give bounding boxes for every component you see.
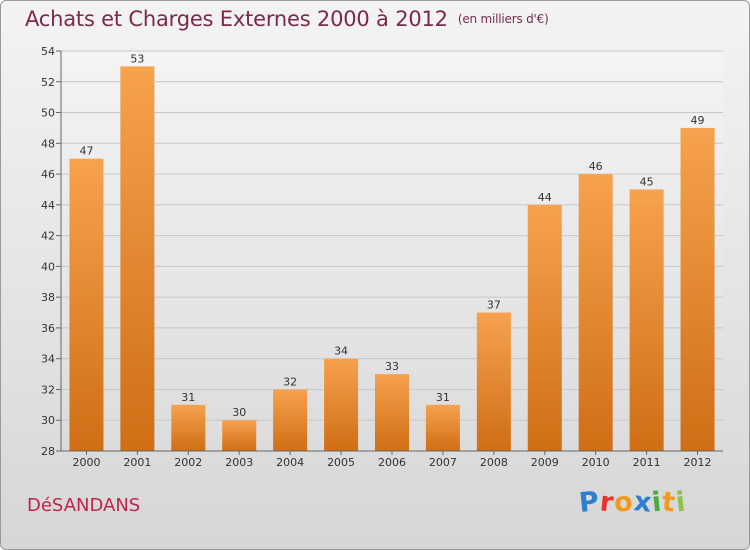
x-tick-label-2011: 2011 bbox=[633, 456, 661, 469]
y-tick-label: 50 bbox=[41, 107, 55, 120]
x-tick-label-2009: 2009 bbox=[531, 456, 559, 469]
bar-2009 bbox=[527, 204, 562, 451]
bar-2012 bbox=[680, 127, 715, 451]
x-tick-label-2004: 2004 bbox=[276, 456, 304, 469]
y-tick-label: 30 bbox=[41, 414, 55, 427]
y-tick-label: 48 bbox=[41, 137, 55, 150]
data-label-2008: 37 bbox=[487, 299, 501, 312]
proxiti-logo: Proxiti bbox=[577, 486, 689, 519]
x-tick-label-2001: 2001 bbox=[123, 456, 151, 469]
axes-group bbox=[56, 50, 723, 455]
bars-group bbox=[69, 66, 715, 452]
data-label-2011: 45 bbox=[640, 175, 654, 188]
data-label-2000: 47 bbox=[79, 145, 93, 158]
bar-2007 bbox=[425, 404, 460, 451]
data-label-2006: 33 bbox=[385, 360, 399, 373]
bar-2005 bbox=[324, 358, 359, 451]
x-tick-label-2003: 2003 bbox=[225, 456, 253, 469]
y-tick-label: 28 bbox=[41, 445, 55, 458]
y-tick-label: 36 bbox=[41, 322, 55, 335]
y-tick-label: 52 bbox=[41, 76, 55, 89]
bar-2002 bbox=[171, 404, 206, 451]
data-label-2003: 30 bbox=[232, 406, 246, 419]
bar-2004 bbox=[273, 389, 308, 451]
data-label-2007: 31 bbox=[436, 391, 450, 404]
x-tick-label-2000: 2000 bbox=[72, 456, 100, 469]
y-tick-label: 42 bbox=[41, 230, 55, 243]
data-label-2009: 44 bbox=[538, 191, 552, 204]
chart-title-text: Achats et Charges Externes 2000 à 2012 bbox=[25, 7, 448, 31]
y-tick-label: 54 bbox=[41, 45, 55, 58]
y-tick-label: 44 bbox=[41, 199, 55, 212]
y-tick-label: 46 bbox=[41, 168, 55, 181]
bar-2001 bbox=[120, 66, 155, 451]
y-tick-label: 34 bbox=[41, 353, 55, 366]
x-tick-label-2012: 2012 bbox=[684, 456, 712, 469]
bar-2010 bbox=[578, 174, 613, 452]
x-tick-label-2002: 2002 bbox=[174, 456, 202, 469]
data-label-2004: 32 bbox=[283, 375, 297, 388]
logo-letter: i bbox=[674, 486, 689, 519]
commune-name: DéSANDANS bbox=[27, 495, 141, 516]
bar-2000 bbox=[69, 158, 104, 451]
data-label-2012: 49 bbox=[691, 114, 705, 127]
labels-group: 28 30 32 34 36 38 40 42 44 46 48 50 52 54 47 2000 53 2001… bbox=[41, 45, 712, 469]
chart-title: Achats et Charges Externes 2000 à 2012 (e… bbox=[25, 7, 549, 31]
data-label-2010: 46 bbox=[589, 160, 603, 173]
x-tick-label-2005: 2005 bbox=[327, 456, 355, 469]
chart-subtitle: (en milliers d'€) bbox=[457, 12, 549, 26]
bar-2011 bbox=[629, 189, 664, 451]
y-tick-label: 38 bbox=[41, 291, 55, 304]
bar-2006 bbox=[375, 374, 409, 451]
bar-2003 bbox=[222, 420, 257, 451]
x-tick-label-2010: 2010 bbox=[582, 456, 610, 469]
bar-2008 bbox=[476, 312, 511, 451]
data-label-2001: 53 bbox=[130, 52, 144, 65]
x-tick-label-2008: 2008 bbox=[480, 456, 508, 469]
y-tick-label: 40 bbox=[41, 260, 55, 273]
data-label-2002: 31 bbox=[181, 391, 195, 404]
data-label-2005: 34 bbox=[334, 345, 348, 358]
y-tick-label: 32 bbox=[41, 383, 55, 396]
x-tick-label-2007: 2007 bbox=[429, 456, 457, 469]
x-tick-label-2006: 2006 bbox=[378, 456, 406, 469]
